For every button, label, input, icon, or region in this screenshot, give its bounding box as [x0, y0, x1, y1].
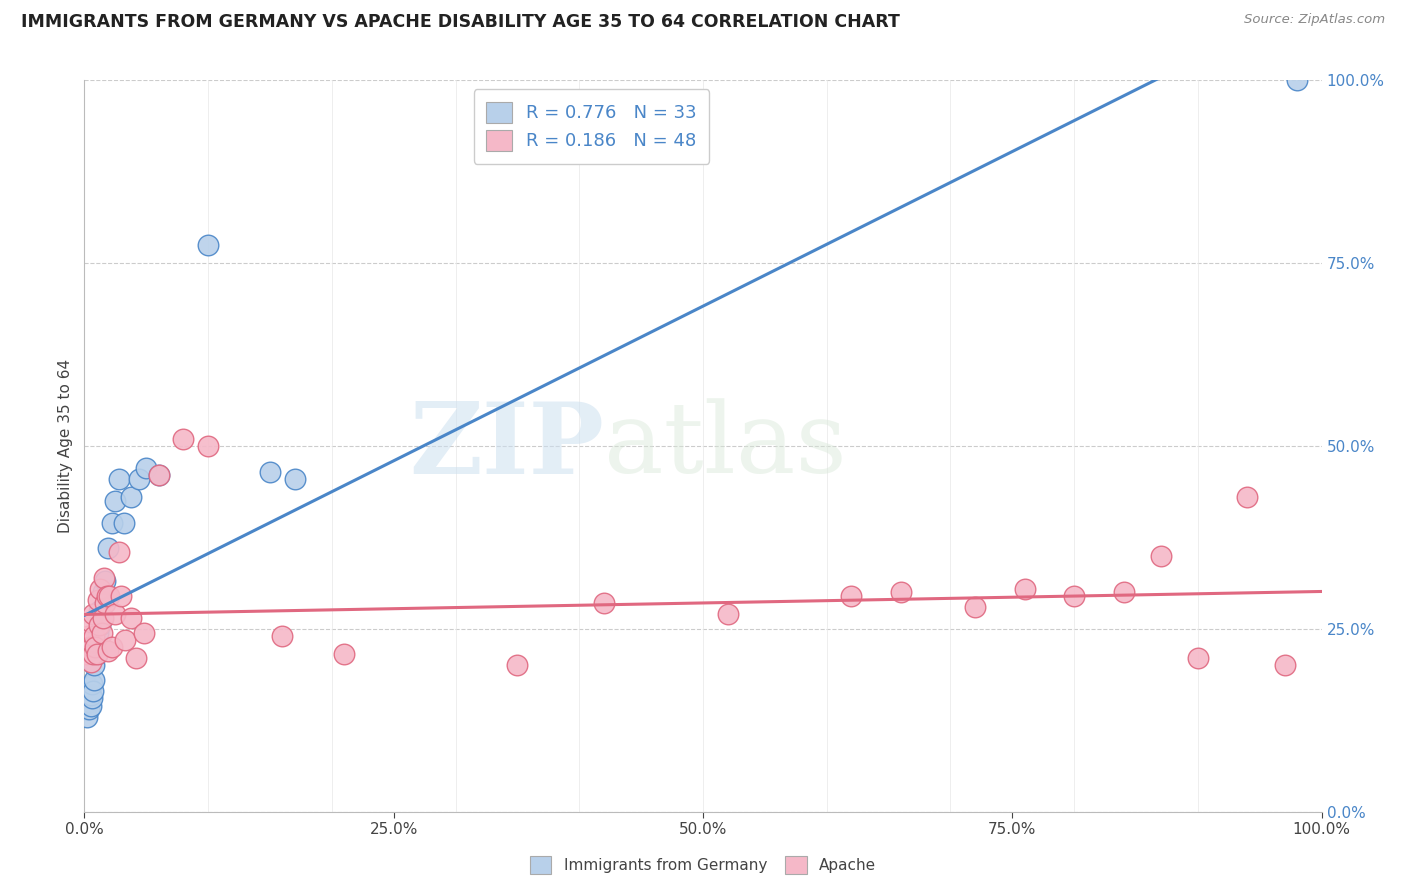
- Point: [108, 545, 131, 559]
- Point: [75, 648, 97, 662]
- Point: [82, 607, 104, 622]
- Point: [112, 516, 135, 530]
- Text: Source: ZipAtlas.com: Source: ZipAtlas.com: [1244, 13, 1385, 27]
- Point: [148, 468, 170, 483]
- Point: [1236, 490, 1258, 504]
- Point: [259, 465, 281, 479]
- Point: [86, 648, 108, 662]
- Point: [91, 585, 114, 599]
- Point: [82, 648, 104, 662]
- Point: [841, 589, 863, 603]
- Point: [128, 472, 150, 486]
- Point: [83, 658, 105, 673]
- Point: [75, 702, 97, 716]
- Point: [94, 596, 117, 610]
- Point: [593, 596, 616, 610]
- Point: [79, 698, 101, 713]
- Y-axis label: Disability Age 35 to 64: Disability Age 35 to 64: [58, 359, 73, 533]
- Point: [100, 516, 122, 530]
- Point: [506, 658, 529, 673]
- Point: [333, 648, 356, 662]
- Point: [132, 625, 155, 640]
- Point: [104, 607, 127, 622]
- Point: [79, 655, 101, 669]
- Point: [1014, 582, 1036, 596]
- Point: [284, 472, 307, 486]
- Point: [79, 688, 101, 702]
- Point: [84, 644, 107, 658]
- Point: [79, 615, 101, 629]
- Point: [76, 644, 98, 658]
- Point: [1187, 651, 1209, 665]
- Point: [87, 625, 110, 640]
- Legend: Immigrants from Germany, Apache: Immigrants from Germany, Apache: [524, 850, 882, 880]
- Point: [91, 611, 114, 625]
- Point: [82, 684, 104, 698]
- Point: [86, 648, 108, 662]
- Point: [717, 607, 740, 622]
- Point: [79, 702, 101, 716]
- Point: [197, 439, 219, 453]
- Point: [148, 468, 170, 483]
- Point: [76, 709, 98, 723]
- Point: [114, 632, 136, 647]
- Text: atlas: atlas: [605, 398, 846, 494]
- Point: [135, 461, 157, 475]
- Point: [1274, 658, 1296, 673]
- Point: [83, 629, 105, 643]
- Point: [120, 490, 142, 504]
- Point: [108, 472, 131, 486]
- Point: [98, 589, 121, 603]
- Text: IMMIGRANTS FROM GERMANY VS APACHE DISABILITY AGE 35 TO 64 CORRELATION CHART: IMMIGRANTS FROM GERMANY VS APACHE DISABI…: [21, 13, 900, 31]
- Point: [77, 629, 100, 643]
- Point: [965, 599, 987, 614]
- Point: [84, 640, 107, 655]
- Point: [97, 644, 120, 658]
- Point: [83, 673, 105, 687]
- Point: [80, 691, 103, 706]
- Point: [1063, 589, 1085, 603]
- Point: [104, 494, 127, 508]
- Point: [87, 592, 110, 607]
- Point: [80, 676, 103, 690]
- Point: [97, 541, 120, 556]
- Point: [1285, 73, 1308, 87]
- Point: [93, 571, 115, 585]
- Text: ZIP: ZIP: [409, 398, 605, 494]
- Point: [90, 625, 112, 640]
- Point: [79, 681, 101, 695]
- Point: [96, 589, 118, 603]
- Point: [1112, 585, 1135, 599]
- Point: [271, 629, 294, 643]
- Point: [94, 574, 117, 589]
- Point: [77, 688, 100, 702]
- Point: [89, 603, 111, 617]
- Point: [172, 432, 194, 446]
- Legend: R = 0.776   N = 33, R = 0.186   N = 48: R = 0.776 N = 33, R = 0.186 N = 48: [474, 89, 710, 163]
- Point: [100, 640, 122, 655]
- Point: [80, 640, 103, 655]
- Point: [89, 618, 111, 632]
- Point: [110, 589, 132, 603]
- Point: [890, 585, 912, 599]
- Point: [79, 640, 101, 655]
- Point: [125, 651, 148, 665]
- Point: [89, 582, 111, 596]
- Point: [120, 611, 142, 625]
- Point: [89, 618, 111, 632]
- Point: [197, 238, 219, 252]
- Point: [1150, 549, 1173, 563]
- Point: [77, 695, 100, 709]
